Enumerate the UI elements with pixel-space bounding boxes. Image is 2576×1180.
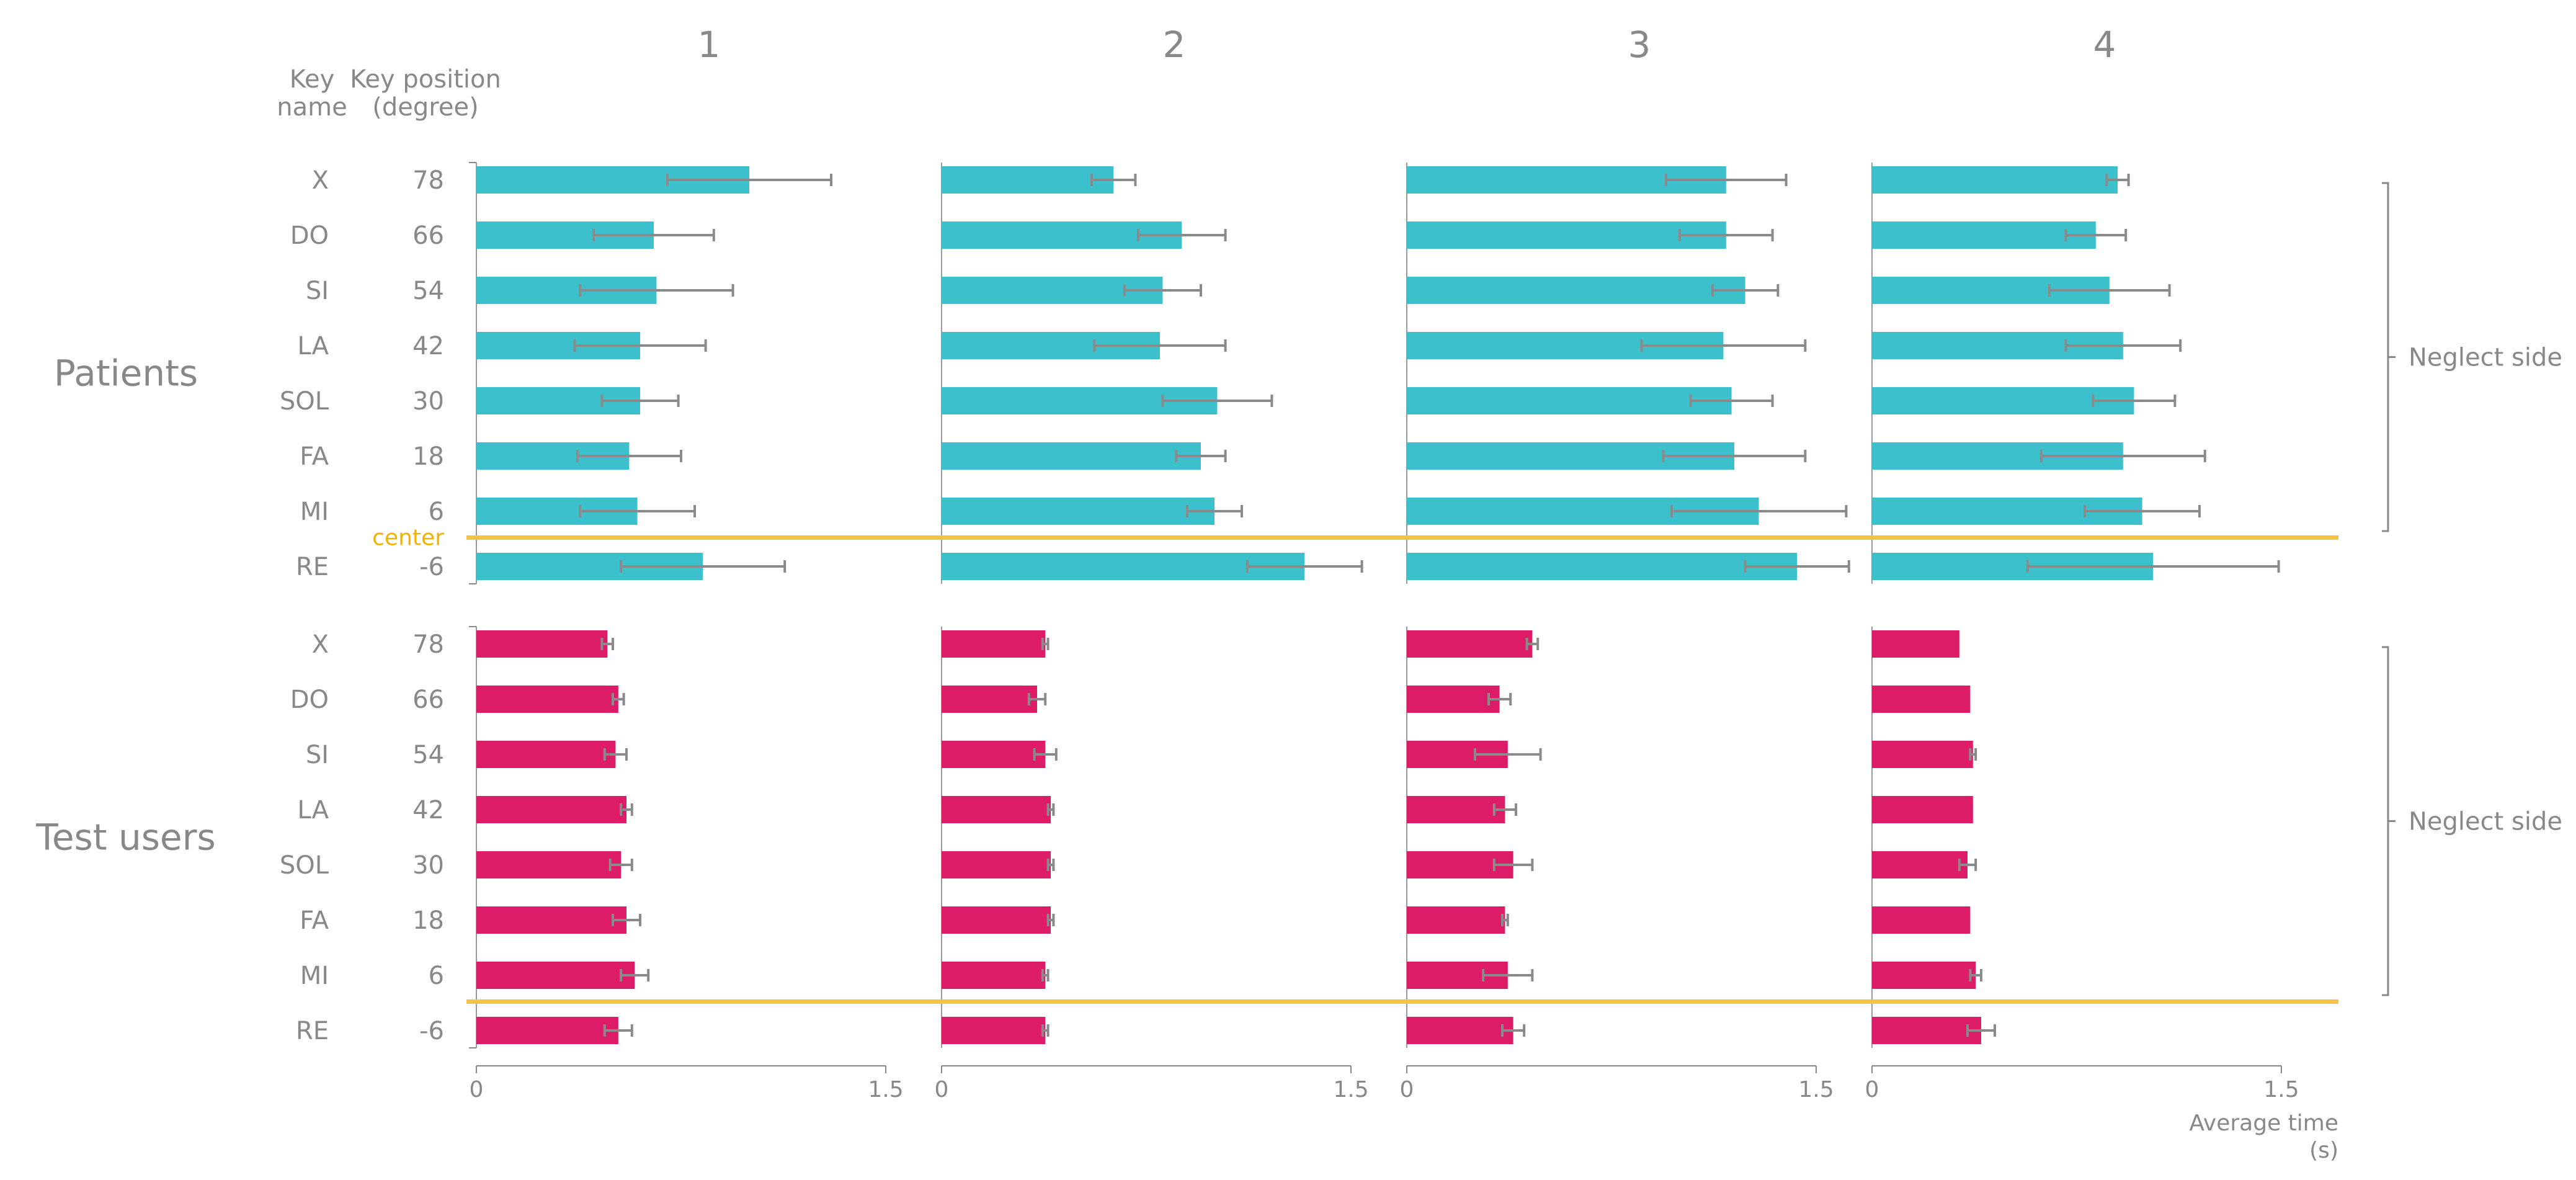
bar-patients-panel-3-SI [1407,277,1745,304]
bar-test-users-panel-2-FA [942,906,1051,934]
key-position-label: 66 [412,221,444,250]
bar-test-users-panel-4-X [1872,630,1959,658]
key-name-label: RE [296,1017,329,1045]
panel-title-1: 1 [698,24,721,66]
key-position-header-2: (degree) [372,93,478,122]
key-name-label: FA [300,906,329,935]
key-position-label: 18 [412,442,444,471]
bar-test-users-panel-1-X [476,630,608,658]
bar-patients-panel-3-SOL [1407,387,1732,414]
key-name-label: DO [290,686,329,714]
bar-test-users-panel-3-LA [1407,796,1505,823]
bar-test-users-panel-1-FA [476,906,626,934]
key-name-label: SI [306,277,329,305]
panel-title-2: 2 [1163,24,1186,66]
key-name-label: FA [300,442,329,471]
bar-patients-panel-4-SOL [1872,387,2134,414]
key-position-label: 18 [412,906,444,935]
key-position-label: 66 [412,686,444,714]
bar-test-users-panel-3-RE [1407,1017,1513,1044]
key-name-label: SOL [280,851,329,880]
x-tick-label: 1.5 [868,1077,903,1102]
bar-test-users-panel-3-FA [1407,906,1505,934]
x-axis-label: Average time [2189,1111,2338,1136]
bar-test-users-panel-2-LA [942,796,1051,823]
bar-test-users-panel-4-SOL [1872,851,1968,878]
x-tick-label: 1.5 [1333,1077,1368,1102]
key-position-label: 78 [412,630,444,659]
key-name-label: X [312,630,329,659]
bar-patients-panel-3-DO [1407,221,1726,249]
key-name-label: MI [300,498,329,526]
bar-test-users-panel-2-SOL [942,851,1051,878]
neglect-side-bracket [2382,182,2389,532]
bar-patients-panel-3-RE [1407,553,1798,580]
bar-test-users-panel-4-SI [1872,741,1973,768]
bar-patients-panel-2-FA [942,442,1201,470]
bar-patients-panel-2-MI [942,498,1214,525]
bar-test-users-panel-1-SI [476,741,616,768]
key-name-label: MI [300,962,329,990]
key-position-label: 78 [412,166,444,195]
x-tick-label: 0 [1400,1077,1414,1102]
bar-test-users-panel-3-DO [1407,686,1500,713]
bar-test-users-panel-4-LA [1872,796,1973,823]
key-name-header-2: name [277,93,347,122]
key-name-label: SOL [280,387,329,416]
bar-test-users-panel-2-RE [942,1017,1046,1044]
bar-test-users-panel-2-DO [942,686,1037,713]
key-name-label: DO [290,221,329,250]
x-tick-label: 1.5 [1798,1077,1834,1102]
neglect-side-bracket [2382,646,2389,996]
group-label-0: Patients [54,352,198,395]
key-position-label: 30 [412,851,444,880]
key-position-label: 42 [412,332,444,360]
bar-test-users-panel-1-LA [476,796,626,823]
x-tick-label: 0 [1865,1077,1879,1102]
key-position-label: -6 [419,1017,444,1045]
bar-test-users-panel-1-DO [476,686,618,713]
x-tick-label: 1.5 [2263,1077,2299,1102]
bar-test-users-panel-1-RE [476,1017,618,1044]
neglect-side-label: Neglect side [2409,808,2562,836]
key-name-label: SI [306,741,329,769]
key-name-label: LA [297,332,329,360]
key-position-label: 54 [412,277,444,305]
x-tick-label: 0 [935,1077,949,1102]
center-label: center [372,525,444,551]
key-name-label: X [312,166,329,195]
neglect-side-label: Neglect side [2409,344,2562,372]
bar-patients-panel-2-X [942,166,1114,194]
x-axis-label-unit: (s) [2309,1138,2338,1163]
bar-test-users-panel-4-MI [1872,962,1976,989]
bar-test-users-panel-1-MI [476,962,635,989]
bar-test-users-panel-3-X [1407,630,1533,658]
bar-patients-panel-4-DO [1872,221,2096,249]
panel-title-4: 4 [2093,24,2116,66]
key-position-label: 42 [412,796,444,825]
panel-title-3: 3 [1628,24,1651,66]
bar-test-users-panel-4-FA [1872,906,1971,934]
x-tick-label: 0 [470,1077,484,1102]
bar-test-users-panel-2-X [942,630,1046,658]
bar-test-users-panel-1-SOL [476,851,622,878]
bar-test-users-panel-2-SI [942,741,1046,768]
group-label-1: Test users [35,816,215,859]
key-position-label: 6 [429,498,444,526]
key-name-header: Key [290,65,335,94]
key-name-label: RE [296,553,329,581]
key-position-label: 6 [429,962,444,990]
bar-patients-panel-2-RE [942,553,1305,580]
bar-test-users-panel-2-MI [942,962,1046,989]
key-position-label: -6 [419,553,444,581]
key-name-label: LA [297,796,329,825]
bar-patients-panel-4-X [1872,166,2118,194]
bar-test-users-panel-4-RE [1872,1017,1981,1044]
key-position-label: 54 [412,741,444,769]
key-position-header: Key position [350,65,501,94]
bar-test-users-panel-4-DO [1872,686,1971,713]
key-position-label: 30 [412,387,444,416]
